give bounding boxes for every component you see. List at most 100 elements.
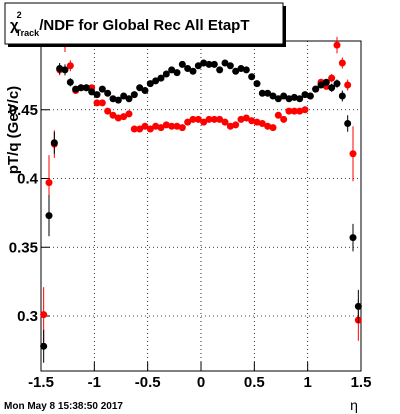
marker <box>130 125 138 133</box>
title-box <box>4 2 284 45</box>
marker <box>296 107 304 115</box>
marker <box>130 91 138 99</box>
marker <box>136 125 144 133</box>
marker <box>221 118 229 126</box>
marker <box>349 234 357 242</box>
marker <box>146 125 154 133</box>
marker <box>285 95 293 103</box>
marker <box>344 120 352 127</box>
x-tick-label: -1 <box>88 374 101 391</box>
marker <box>136 84 144 92</box>
marker <box>178 124 186 132</box>
title-symbol: χ <box>10 17 19 34</box>
marker <box>120 113 128 121</box>
marker <box>200 118 208 126</box>
marker <box>317 81 325 89</box>
marker <box>344 81 352 89</box>
marker <box>338 92 346 100</box>
marker <box>56 65 64 72</box>
marker <box>194 62 202 70</box>
y-tick-label: 0.45 <box>9 102 38 119</box>
marker <box>280 115 288 123</box>
marker <box>61 66 69 74</box>
x-tick-label: -0.5 <box>135 374 161 391</box>
marker <box>253 80 261 88</box>
marker <box>194 115 202 123</box>
marker <box>152 122 160 130</box>
marker <box>242 66 250 74</box>
marker <box>98 99 106 107</box>
footer: Mon May 8 15:38:50 2017 <box>4 401 123 412</box>
marker <box>296 95 304 103</box>
marker <box>253 118 261 126</box>
marker <box>333 80 341 88</box>
x-tick-label: -1.5 <box>28 374 54 391</box>
marker <box>274 95 282 103</box>
marker <box>349 150 357 158</box>
marker <box>109 111 117 119</box>
marker <box>146 80 154 88</box>
marker <box>184 118 192 126</box>
marker <box>312 85 320 93</box>
marker <box>301 106 309 114</box>
marks <box>40 35 362 371</box>
marker <box>226 62 234 70</box>
marker <box>264 89 272 97</box>
marker <box>104 89 112 97</box>
marker <box>248 117 256 125</box>
marker <box>269 124 277 132</box>
marker <box>141 122 149 130</box>
marker <box>301 91 309 99</box>
marker <box>168 122 176 130</box>
marker <box>125 110 133 118</box>
marker <box>248 73 256 81</box>
y-tick-label: 0.3 <box>17 308 38 325</box>
marker <box>72 85 80 93</box>
marker <box>237 115 245 123</box>
marker <box>77 84 85 92</box>
marker <box>328 84 336 92</box>
marker <box>157 74 165 82</box>
marker <box>40 311 48 319</box>
title-sub: Track <box>16 28 41 38</box>
marker <box>120 92 128 100</box>
marker <box>98 85 106 93</box>
marker <box>328 74 336 82</box>
marker <box>226 122 234 130</box>
marker <box>306 92 314 100</box>
marker <box>93 99 101 107</box>
marker <box>242 114 250 122</box>
marker <box>200 59 208 67</box>
marker <box>66 78 74 86</box>
marker <box>152 77 160 85</box>
marker <box>104 107 112 115</box>
marker <box>269 92 277 100</box>
marker <box>66 62 74 70</box>
marker <box>88 88 96 96</box>
marker <box>82 84 90 92</box>
marker <box>173 122 181 130</box>
marker <box>237 65 245 72</box>
marker <box>216 66 224 74</box>
marker <box>338 59 346 67</box>
marker <box>285 107 293 115</box>
marker <box>274 111 282 119</box>
marker <box>45 212 53 220</box>
x-axis-label: η <box>350 397 358 413</box>
marker <box>184 65 192 72</box>
marker <box>354 302 362 310</box>
y-tick-label: 0.35 <box>9 239 38 256</box>
x-tick-label: 0.5 <box>244 374 265 391</box>
marker <box>114 96 122 104</box>
y-tick-label: 0.4 <box>17 171 39 188</box>
marker <box>290 107 298 115</box>
marker <box>210 60 218 68</box>
marker <box>178 60 186 68</box>
marker <box>189 115 197 123</box>
marker <box>125 95 133 103</box>
marker <box>210 115 218 123</box>
y-axis-label: pT/q (GeV/c) <box>5 86 22 174</box>
marker <box>189 67 197 75</box>
marker <box>45 179 53 187</box>
marker <box>162 70 170 78</box>
